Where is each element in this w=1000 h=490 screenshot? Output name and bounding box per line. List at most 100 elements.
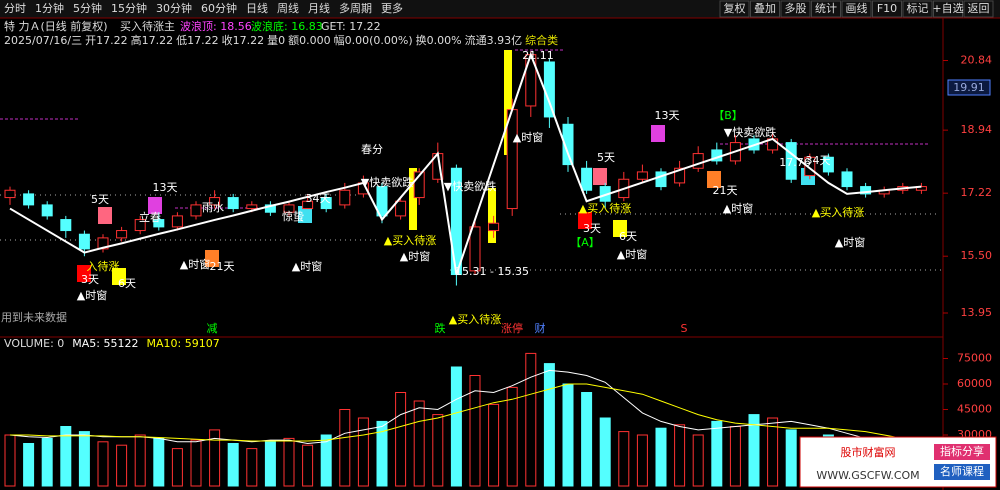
volume-bar [748,414,760,487]
wave-bottom: 波浪底: 16.83 [251,19,323,33]
toolbar-tab[interactable]: 周线 [277,1,299,15]
annotation: 21.11 [522,49,554,62]
annotation: ▲时窗 [77,288,107,302]
annotation: 立春 [139,210,161,224]
annotation: 21天 [713,184,738,197]
toolbar-tab[interactable]: 日线 [246,1,268,15]
toolbar-button-frame [933,0,963,18]
toolbar-tab[interactable]: 1分钟 [35,1,64,15]
toolbar-tab[interactable]: 60分钟 [201,1,237,15]
annotation: 13天 [153,181,178,194]
candle-body [153,219,165,228]
volume-bar [599,417,611,487]
watermark-url: WWW.GSCFW.COM [816,469,919,482]
annotation: ▲时窗 [292,259,322,273]
volume-bar [506,386,518,487]
toolbar-button[interactable]: 多股 [785,1,807,15]
annotation: 15.31 - 15.35 [455,265,529,278]
candle-body [581,167,593,191]
toolbar-button[interactable]: 叠加 [754,2,776,15]
volume-bar [116,444,128,487]
ma-line [9,369,922,456]
indicator-name: 买入待涨主 [120,19,175,33]
toolbar-tab[interactable]: 5分钟 [73,1,102,15]
toolbar-button[interactable]: 复权 [724,1,746,15]
toolbar-button-frame [719,0,750,18]
toolbar-tab[interactable]: 15分钟 [111,1,147,15]
zigzag-line [9,51,922,275]
info-item: 低17.22 [176,34,219,47]
toolbar-tab[interactable]: 分时 [4,2,26,15]
candle-body [60,219,72,232]
signal-box [112,268,126,285]
volume-bar [60,426,72,487]
signal-box [613,220,627,237]
toolbar-tab[interactable]: 30分钟 [156,1,192,15]
toolbar-tab[interactable]: 更多 [381,1,403,15]
signal-box [148,197,162,214]
toolbar-tab[interactable]: 多周期 [339,1,372,15]
annotation: 34天 [806,154,831,167]
info-item: 幅0.00(0.00%) [334,34,413,47]
toolbar-button[interactable]: +自选 [932,2,963,15]
info-item: 换0.00% [416,33,462,47]
volume-bar [674,424,686,487]
candle-body [376,186,388,217]
volume-bar [543,363,555,487]
candle-body [320,197,332,210]
candle-body [23,193,35,206]
signal-box [504,50,512,155]
volume-bar [692,434,704,487]
legend-entry: MA10: 59107 [146,337,219,350]
legend-entry: VOLUME: 0 [4,337,64,350]
volume-bar [41,437,53,487]
toolbar-button[interactable]: 标记 [907,1,929,15]
candle-body [841,171,853,188]
toolbar-button-frame [811,0,841,18]
stock-name: 特 力Ａ(日线 前复权) [4,19,108,33]
volume-bar [97,441,109,487]
y-tick-label: 20.84 [961,54,993,67]
signal-box [578,212,592,229]
toolbar-button[interactable]: 画线 [846,1,868,15]
y-tick-label: 18.94 [961,123,993,136]
y-tick-label: 17.22 [961,186,993,199]
candle-body [860,186,872,195]
volume-bar [339,409,351,487]
candle-body [209,197,221,206]
y-tick-label: 75000 [957,352,992,365]
annotation: 用到未来数据 [1,310,67,324]
toolbar-button[interactable]: F10 [877,2,897,15]
signal-box [707,171,721,188]
annotation: 3天 [583,222,601,235]
annotation: ▼快卖欲跌 [361,175,413,189]
watermark-site: 股市财富网 [841,445,896,459]
toolbar-tab[interactable]: 月线 [308,1,330,15]
toolbar-button-frame [902,0,933,18]
annotation: ▲买入待涨 [449,312,501,326]
info-item: 量0 [267,34,285,47]
candle-body [97,237,109,250]
volume-bar [469,375,481,487]
candle-body [804,156,816,177]
signal-box [651,125,665,142]
toolbar-button[interactable]: 统计 [815,2,837,15]
toolbar-button[interactable]: 返回 [968,2,990,15]
watermark-tag-bg [934,444,990,460]
toolbar-button-frame [963,0,994,18]
toolbar-button-frame [841,0,872,18]
annotation: ▲时窗 [835,235,865,249]
candle-body [134,219,146,232]
y-tick-label: 15.50 [961,249,993,262]
annotation: ▼快卖欲跌 [444,179,496,193]
candle-body [562,123,574,166]
candle-body [655,171,667,188]
volume-bar [283,437,295,487]
candle-body [395,200,407,217]
volume-bar [581,392,593,487]
watermark-tag: 指标分享 [940,444,984,458]
volume-bar [729,426,741,487]
candle-body [264,204,276,213]
volume-bar [636,434,648,487]
